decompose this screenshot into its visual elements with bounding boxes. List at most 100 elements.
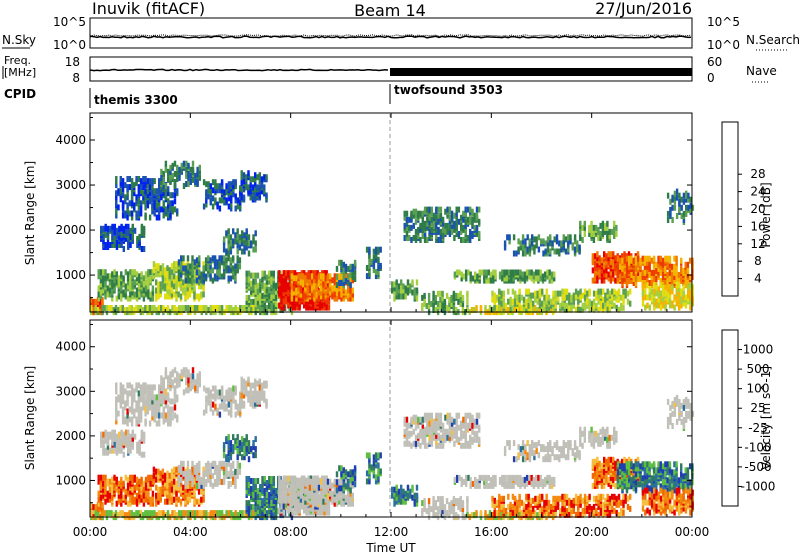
power-cell — [151, 188, 154, 195]
power-cell — [466, 290, 469, 297]
power-cell — [166, 283, 169, 290]
power-cell — [169, 200, 172, 207]
power-cell — [139, 305, 143, 311]
velocity-cell — [216, 407, 219, 414]
power-cell — [415, 295, 419, 302]
velocity-cell — [220, 478, 224, 485]
velocity-cell — [126, 420, 129, 427]
velocity-cell — [211, 385, 215, 392]
power-colorbar-tick-label: 24 — [750, 185, 765, 199]
power-cell — [191, 255, 194, 262]
power-cell — [504, 302, 508, 309]
power-cell — [313, 291, 316, 298]
power-cell — [236, 255, 239, 262]
power-cell — [128, 176, 131, 182]
power-cell — [680, 265, 683, 272]
velocity-cell — [149, 496, 152, 503]
power-cell — [168, 271, 171, 278]
power-cell — [521, 238, 525, 245]
velocity-cell — [191, 466, 194, 473]
velocity-cell — [115, 418, 118, 425]
power-cell — [247, 234, 251, 241]
power-cell — [671, 300, 674, 307]
velocity-cell — [167, 383, 170, 390]
power-cell — [126, 279, 130, 286]
velocity-cell — [187, 381, 190, 388]
power-cell — [243, 238, 246, 245]
power-cell — [419, 237, 422, 243]
velocity-cell — [196, 377, 199, 384]
power-cell — [254, 305, 257, 311]
velocity-cell — [164, 472, 167, 479]
power-cell — [135, 198, 138, 205]
power-colorbar-label: Power [dB] — [759, 182, 773, 247]
power-cell — [187, 162, 190, 169]
velocity-cell — [94, 510, 97, 517]
power-cell — [664, 284, 667, 291]
power-cell — [554, 298, 557, 305]
power-cell — [597, 298, 600, 305]
power-cell — [478, 231, 481, 237]
power-cell — [115, 227, 119, 234]
power-cell — [545, 288, 548, 295]
power-cell — [650, 274, 653, 280]
velocity-cell — [148, 402, 152, 409]
power-cell — [588, 298, 591, 305]
velocity-cell — [111, 433, 114, 440]
power-cell — [685, 204, 688, 211]
velocity-cell — [180, 464, 183, 471]
power-cell — [400, 283, 403, 290]
power-cell — [641, 294, 645, 301]
power-cell — [173, 261, 176, 268]
power-cell — [511, 288, 515, 295]
power-cell — [512, 250, 516, 257]
power-cell — [187, 179, 190, 185]
power-cell — [162, 200, 165, 207]
power-cell — [135, 271, 139, 278]
power-cell — [526, 234, 529, 241]
power-cell — [120, 271, 123, 278]
velocity-cell — [137, 390, 141, 397]
power-cell — [263, 303, 266, 309]
power-cell — [155, 194, 159, 201]
power-cell — [99, 293, 103, 300]
power-cell — [623, 265, 626, 272]
power-cell — [535, 275, 538, 282]
power-cell — [236, 197, 240, 204]
power-cell — [613, 288, 616, 295]
power-cell — [478, 277, 481, 284]
power-cell — [483, 273, 486, 280]
power-cell — [284, 278, 288, 285]
power-cell — [689, 202, 692, 209]
velocity-cell — [108, 478, 112, 485]
velocity-cell — [106, 478, 109, 485]
power-cell — [423, 206, 427, 213]
velocity-cell — [137, 382, 141, 389]
velocity-cell — [105, 510, 109, 517]
power-cell — [335, 274, 339, 280]
power-cell — [571, 242, 574, 249]
power-cell — [680, 294, 683, 301]
power-cell — [502, 290, 505, 297]
velocity-cell — [211, 393, 215, 400]
power-cell — [99, 298, 102, 305]
velocity-cell — [218, 411, 222, 418]
power-cell — [209, 189, 212, 196]
power-cell — [189, 166, 192, 173]
power-cell — [227, 244, 230, 251]
power-cell — [592, 290, 596, 297]
velocity-cell — [186, 494, 189, 501]
power-cell — [308, 287, 312, 294]
velocity-cell — [111, 494, 114, 501]
power-cell — [666, 271, 669, 278]
power-cell — [604, 222, 607, 229]
velocity-cell — [117, 394, 120, 401]
power-cell — [290, 293, 294, 300]
velocity-cell — [173, 404, 177, 411]
power-cell — [623, 257, 626, 264]
power-cell — [646, 255, 649, 262]
power-cell — [258, 178, 261, 185]
power-cell — [678, 192, 681, 199]
velocity-cell — [144, 386, 147, 393]
